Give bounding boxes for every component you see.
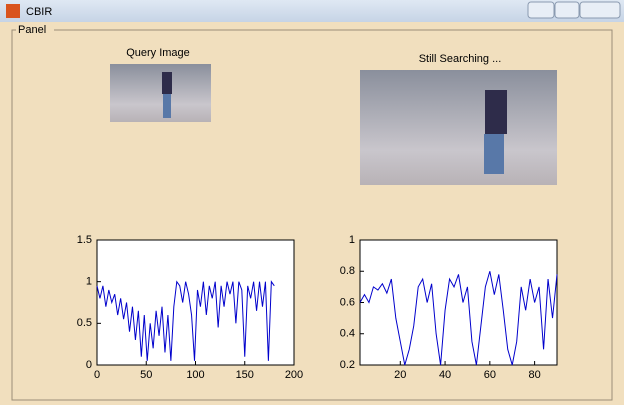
app-icon <box>6 4 20 18</box>
x-tick-label: 200 <box>285 369 303 381</box>
y-tick-label: 0.5 <box>77 317 92 329</box>
y-tick-label: 0 <box>86 359 92 371</box>
x-tick-label: 50 <box>140 369 152 381</box>
person <box>163 94 171 118</box>
result-label: Still Searching ... <box>419 53 502 65</box>
y-tick-label: 0.8 <box>340 265 355 277</box>
window-title: CBIR <box>26 6 52 18</box>
y-tick-label: 1.5 <box>77 234 92 246</box>
person <box>484 134 504 174</box>
y-tick-label: 1 <box>86 276 92 288</box>
x-tick-label: 60 <box>484 369 496 381</box>
x-tick-label: 40 <box>439 369 451 381</box>
result-image <box>360 70 557 185</box>
y-tick-label: 0.4 <box>340 328 355 340</box>
close-button[interactable] <box>580 2 620 18</box>
query-image <box>110 64 211 122</box>
minimize-button[interactable] <box>528 2 554 18</box>
x-tick-label: 0 <box>94 369 100 381</box>
x-tick-label: 150 <box>236 369 254 381</box>
x-tick-label: 80 <box>528 369 540 381</box>
y-tick-label: 0.2 <box>340 359 355 371</box>
query-label: Query Image <box>126 47 190 59</box>
person <box>485 90 507 134</box>
axes <box>360 240 557 365</box>
panel-label: Panel <box>18 24 46 36</box>
x-tick-label: 20 <box>394 369 406 381</box>
x-tick-label: 100 <box>186 369 204 381</box>
person <box>162 72 172 94</box>
maximize-button[interactable] <box>555 2 579 18</box>
window: CBIR Panel Query Image Still Searching .… <box>0 0 624 405</box>
y-tick-label: 0.6 <box>340 296 355 308</box>
y-tick-label: 1 <box>349 234 355 246</box>
